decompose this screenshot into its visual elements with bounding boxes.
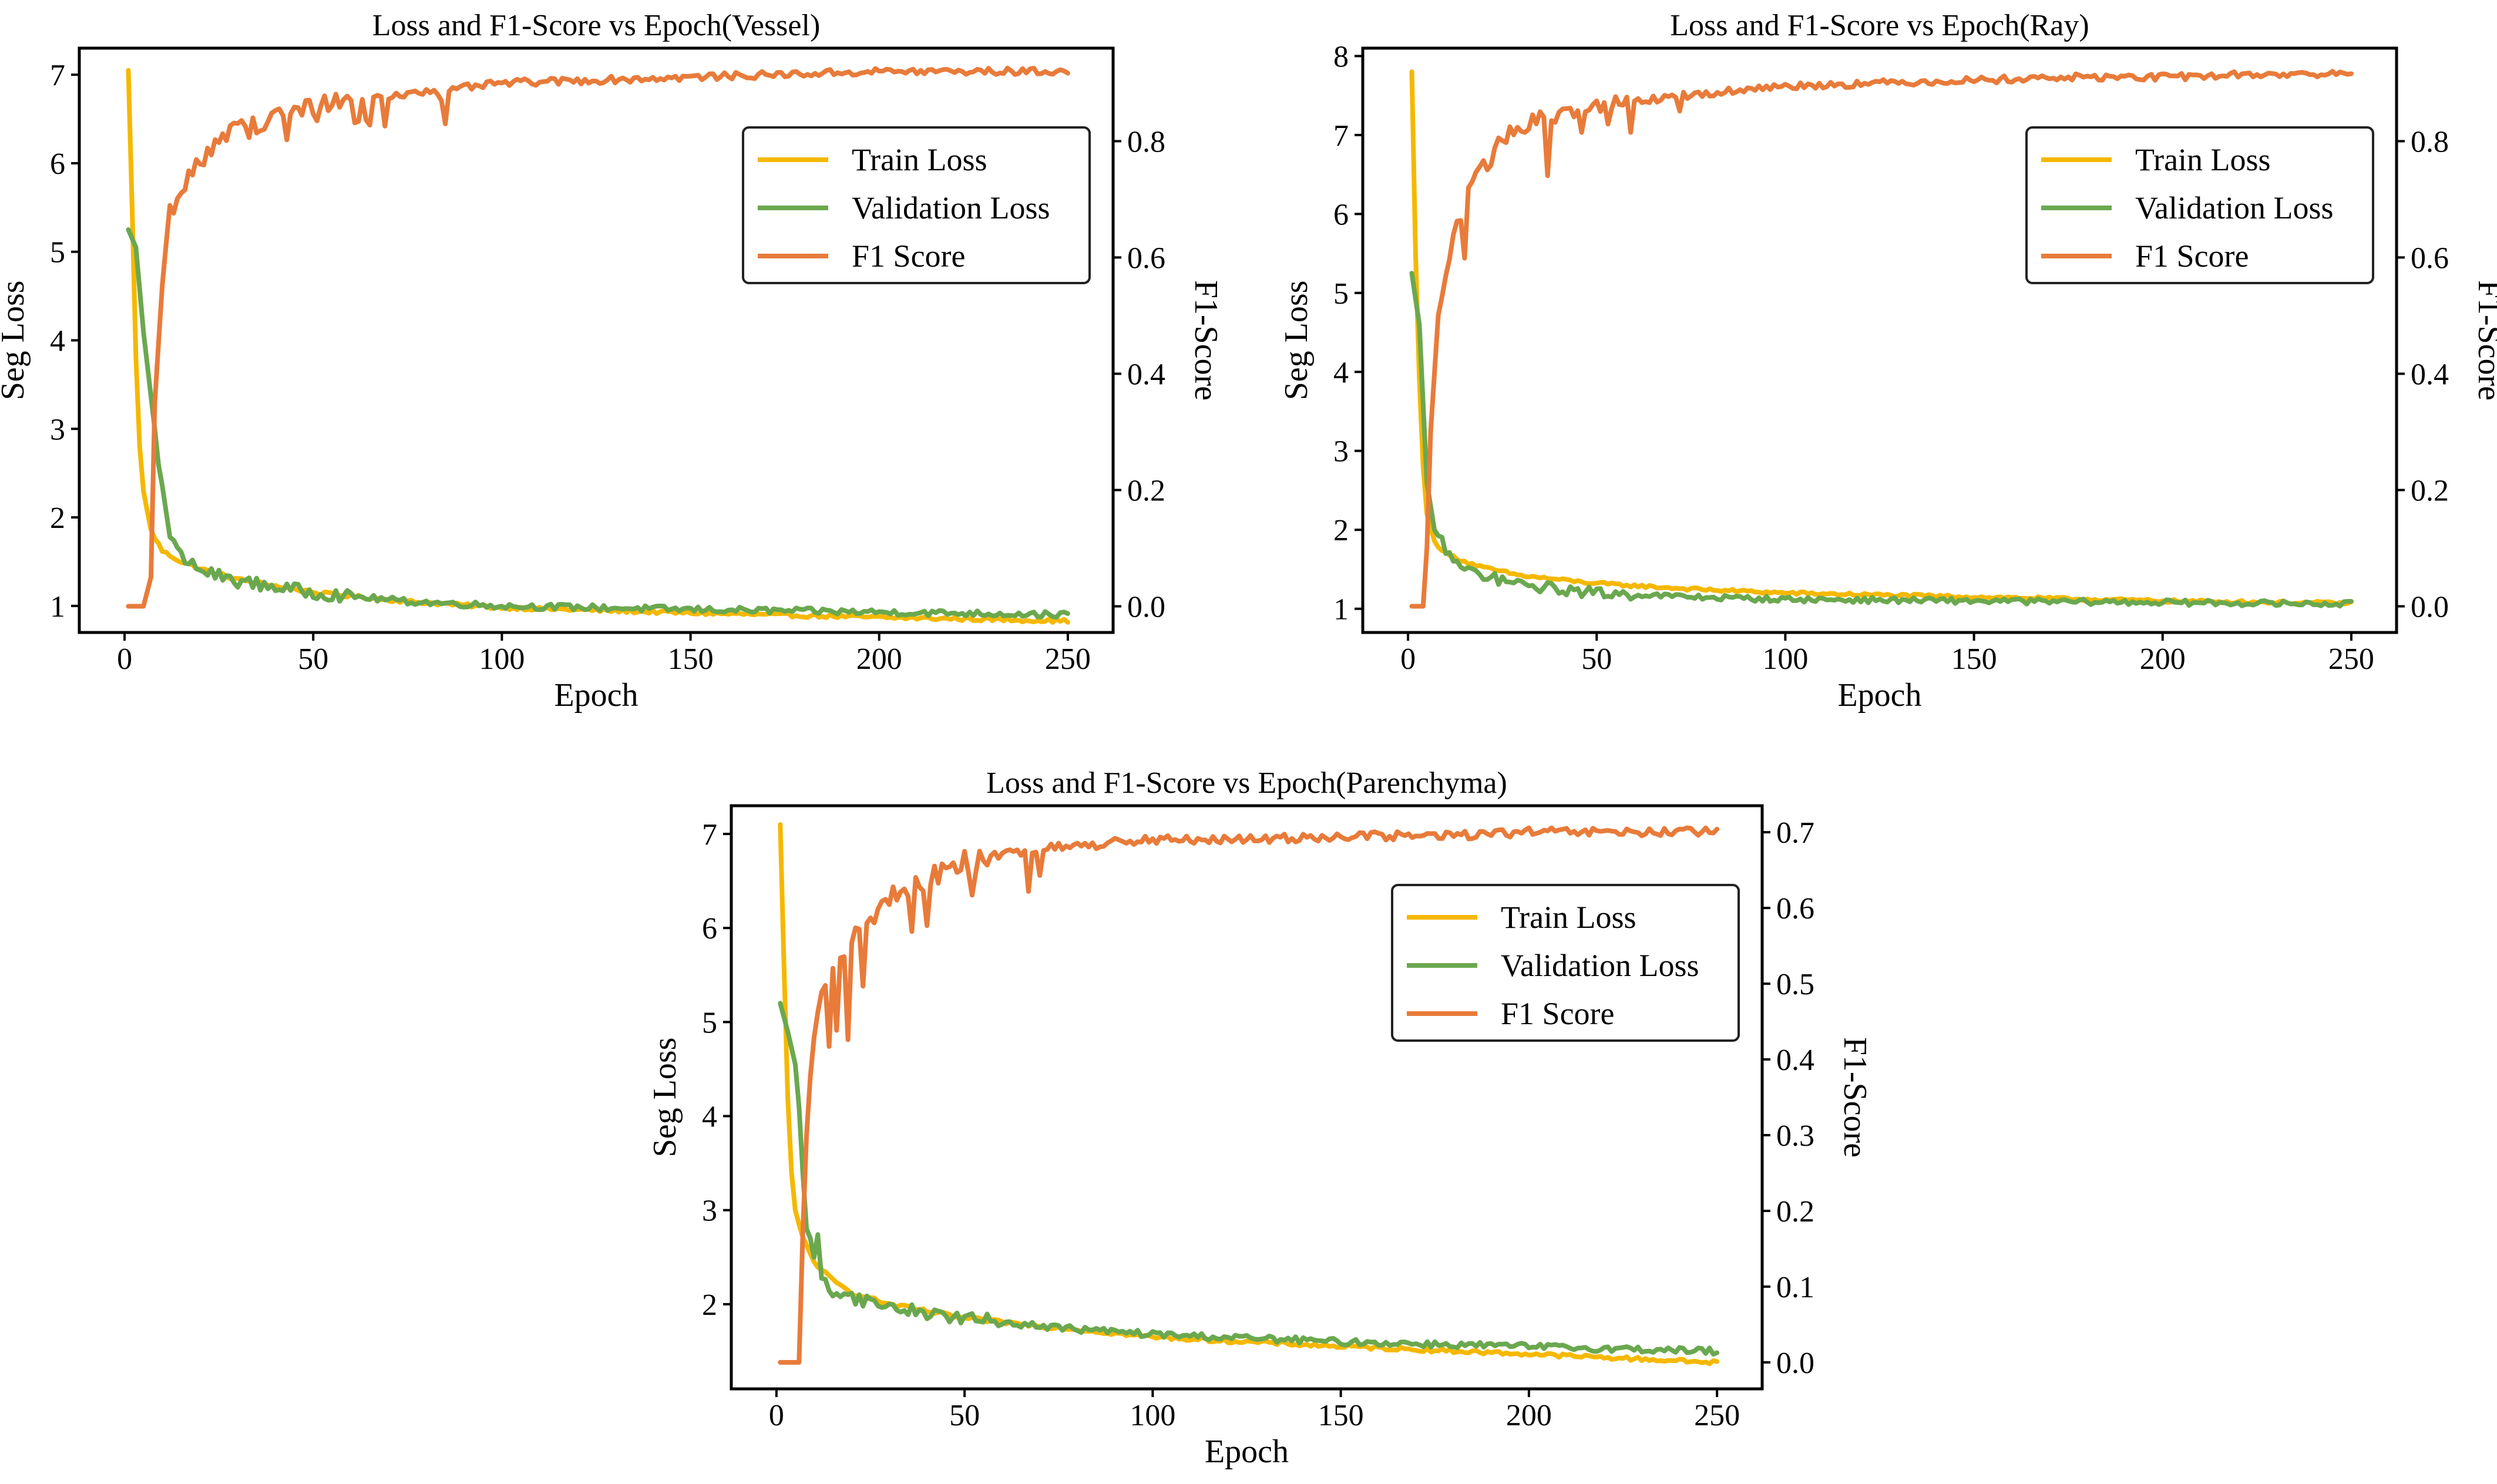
y-tick-label: 6 bbox=[50, 147, 65, 181]
x-tick-label: 150 bbox=[1951, 642, 1997, 676]
x-axis-label: Epoch bbox=[554, 677, 638, 714]
legend-label: F1 Score bbox=[2135, 238, 2249, 274]
x-tick-label: 0 bbox=[769, 1399, 784, 1432]
x-tick-label: 150 bbox=[1318, 1399, 1364, 1432]
x-tick-label: 100 bbox=[1130, 1399, 1175, 1432]
y-tick-label: 3 bbox=[702, 1194, 717, 1228]
x-tick-label: 100 bbox=[479, 642, 525, 676]
x-tick-label: 200 bbox=[2140, 642, 2186, 676]
series-line-validation-loss bbox=[778, 1001, 1720, 1357]
y2-tick-label: 0.2 bbox=[1127, 474, 1165, 507]
x-tick-label: 0 bbox=[117, 642, 132, 676]
y2-tick-label: 0.5 bbox=[1776, 968, 1814, 1001]
y2-axis-label: F1-Score bbox=[2471, 280, 2497, 401]
y2-tick-label: 0.2 bbox=[1776, 1195, 1814, 1229]
y2-tick-label: 0.1 bbox=[1776, 1271, 1814, 1304]
x-axis-label: Epoch bbox=[1205, 1433, 1289, 1470]
y-tick-label: 6 bbox=[1333, 198, 1349, 231]
chart-title: Loss and F1-Score vs Epoch(Ray) bbox=[1670, 9, 2089, 42]
y-tick-label: 2 bbox=[1333, 514, 1349, 547]
x-tick-label: 250 bbox=[2328, 642, 2374, 676]
legend-label: Train Loss bbox=[1501, 900, 1636, 935]
series-line-f1-score bbox=[778, 825, 1720, 1365]
y-tick-label: 2 bbox=[702, 1288, 717, 1322]
y2-tick-label: 0.6 bbox=[2411, 241, 2449, 275]
series-line-f1-score bbox=[126, 65, 1070, 609]
y-tick-label: 5 bbox=[702, 1006, 717, 1039]
y2-tick-label: 0.8 bbox=[1127, 125, 1165, 159]
series-line-validation-loss bbox=[126, 227, 1070, 620]
y-tick-label: 1 bbox=[50, 590, 65, 624]
chart-ray: Loss and F1-Score vs Epoch(Ray)0 50 100 150… bbox=[1278, 9, 2497, 714]
plot-frame bbox=[1361, 46, 2398, 634]
y-tick-label: 6 bbox=[702, 912, 717, 945]
y2-tick-label: 0.0 bbox=[2411, 590, 2449, 624]
chart-title: Loss and F1-Score vs Epoch(Parenchyma) bbox=[986, 766, 1507, 800]
y-tick-label: 4 bbox=[50, 325, 65, 358]
y2-axis-label: F1-Score bbox=[1188, 280, 1224, 401]
y-tick-label: 3 bbox=[50, 413, 65, 446]
y2-tick-label: 0.4 bbox=[1127, 358, 1165, 391]
y-tick-label: 4 bbox=[1333, 356, 1349, 389]
y-tick-label: 4 bbox=[702, 1101, 717, 1134]
x-tick-label: 250 bbox=[1045, 642, 1091, 676]
y2-tick-label: 0.4 bbox=[1776, 1044, 1814, 1077]
y-axis-label: Seg Loss bbox=[0, 281, 31, 401]
legend-label: Validation Loss bbox=[852, 190, 1050, 226]
legend-label: Validation Loss bbox=[1501, 948, 1699, 983]
y-tick-label: 3 bbox=[1333, 435, 1349, 469]
x-tick-label: 50 bbox=[949, 1399, 980, 1432]
y-tick-label: 8 bbox=[1333, 40, 1349, 73]
plot-frame bbox=[730, 804, 1764, 1391]
chart-title: Loss and F1-Score vs Epoch(Vessel) bbox=[372, 9, 821, 42]
y2-tick-label: 0.6 bbox=[1127, 241, 1165, 275]
y2-tick-label: 0.3 bbox=[1776, 1119, 1814, 1153]
x-tick-label: 50 bbox=[298, 642, 328, 676]
x-tick-label: 250 bbox=[1694, 1399, 1740, 1432]
x-axis-label: Epoch bbox=[1837, 677, 1921, 714]
y-axis-label: Seg Loss bbox=[647, 1038, 683, 1157]
y2-tick-label: 0.2 bbox=[2411, 474, 2449, 507]
y-tick-label: 5 bbox=[1333, 277, 1349, 311]
x-tick-label: 50 bbox=[1581, 642, 1612, 676]
legend-label: F1 Score bbox=[1501, 996, 1614, 1031]
legend-label: Validation Loss bbox=[2135, 190, 2333, 226]
x-tick-label: 200 bbox=[1506, 1399, 1552, 1432]
legend-label: F1 Score bbox=[852, 238, 965, 274]
y2-tick-label: 0.6 bbox=[1776, 892, 1814, 926]
y2-tick-label: 0.4 bbox=[2411, 358, 2449, 391]
legend-box bbox=[2025, 126, 2374, 284]
chart-parenchyma: Loss and F1-Score vs Epoch(Parenchyma) 0 5… bbox=[647, 766, 1873, 1470]
x-tick-label: 200 bbox=[856, 642, 902, 676]
x-tick-label: 100 bbox=[1762, 642, 1808, 676]
y2-axis-label: F1-Score bbox=[1837, 1037, 1873, 1157]
legend-box bbox=[1391, 884, 1740, 1042]
series-line-f1-score bbox=[1409, 69, 2354, 609]
series-line-validation-loss bbox=[1409, 271, 2354, 609]
legend-label: Train Loss bbox=[2135, 142, 2271, 177]
y-tick-label: 2 bbox=[50, 502, 65, 535]
y-tick-label: 1 bbox=[1333, 593, 1349, 627]
x-tick-label: 150 bbox=[668, 642, 714, 676]
y-tick-label: 7 bbox=[1333, 119, 1349, 153]
y2-tick-label: 0.7 bbox=[1776, 816, 1814, 850]
x-tick-label: 0 bbox=[1400, 642, 1416, 676]
y2-tick-label: 0.0 bbox=[1127, 590, 1165, 624]
y-axis-label: Seg Loss bbox=[1278, 281, 1315, 401]
y-tick-label: 5 bbox=[50, 236, 65, 270]
y-tick-label: 7 bbox=[702, 818, 717, 852]
chart-vessel: Loss and F1-Score vs Epoch(Vessel) 0 50 100… bbox=[0, 9, 1224, 714]
legend-label: Train Loss bbox=[852, 142, 987, 177]
y-tick-label: 7 bbox=[50, 59, 65, 92]
y2-tick-label: 0.8 bbox=[2411, 125, 2449, 159]
legend-box bbox=[742, 126, 1091, 284]
y2-tick-label: 0.0 bbox=[1776, 1347, 1814, 1380]
